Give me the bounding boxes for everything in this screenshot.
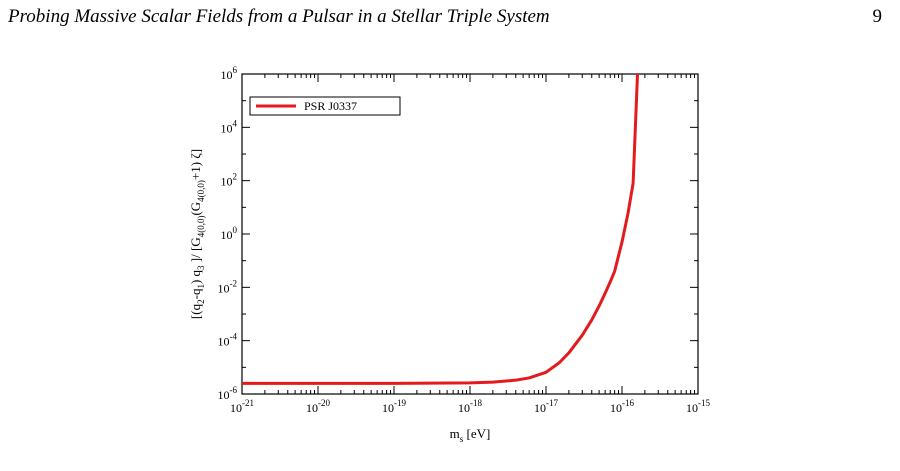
plot-frame	[241, 73, 699, 395]
page-number: 9	[872, 6, 883, 27]
x-tick-label: 10-20	[306, 398, 330, 415]
running-head: Probing Massive Scalar Fields from a Pul…	[8, 6, 882, 32]
x-tick-label: 10-16	[610, 398, 634, 415]
y-axis-label: [(q2-q1) q3 ]/ [G4(0,0)(G4(0,0)+1) ζ]	[188, 149, 206, 319]
y-tick-label: 106	[221, 65, 238, 82]
x-tick-label: 10-19	[382, 398, 406, 415]
y-tick-label: 10-2	[218, 278, 238, 295]
x-tick-label: 10-17	[534, 398, 558, 415]
x-axis-label: ms [eV]	[450, 426, 491, 444]
x-tick-label: 10-15	[686, 398, 710, 415]
y-tick-label: 102	[221, 172, 238, 189]
running-title: Probing Massive Scalar Fields from a Pul…	[8, 6, 550, 27]
y-tick-label: 10-4	[218, 332, 238, 349]
y-tick-label: 100	[221, 225, 238, 242]
y-tick-label: 104	[221, 118, 238, 135]
legend-box	[249, 96, 401, 116]
series-line-0	[242, 74, 640, 385]
y-tick-label: 10-6	[218, 385, 238, 402]
x-tick-label: 10-21	[230, 398, 254, 415]
legend-label-0: PSR J0337	[304, 99, 357, 113]
caption-fragment	[360, 455, 560, 465]
x-tick-label: 10-18	[458, 398, 482, 415]
